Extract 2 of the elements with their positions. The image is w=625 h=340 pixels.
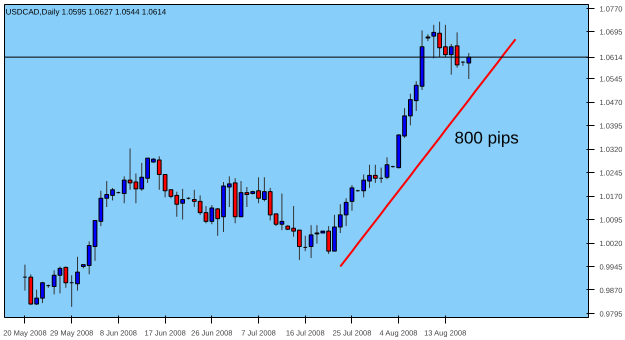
annotation: 800 pips <box>454 128 519 148</box>
chart-title: USDCAD,Daily 1.0595 1.0627 1.0544 1.0614 <box>6 8 167 16</box>
